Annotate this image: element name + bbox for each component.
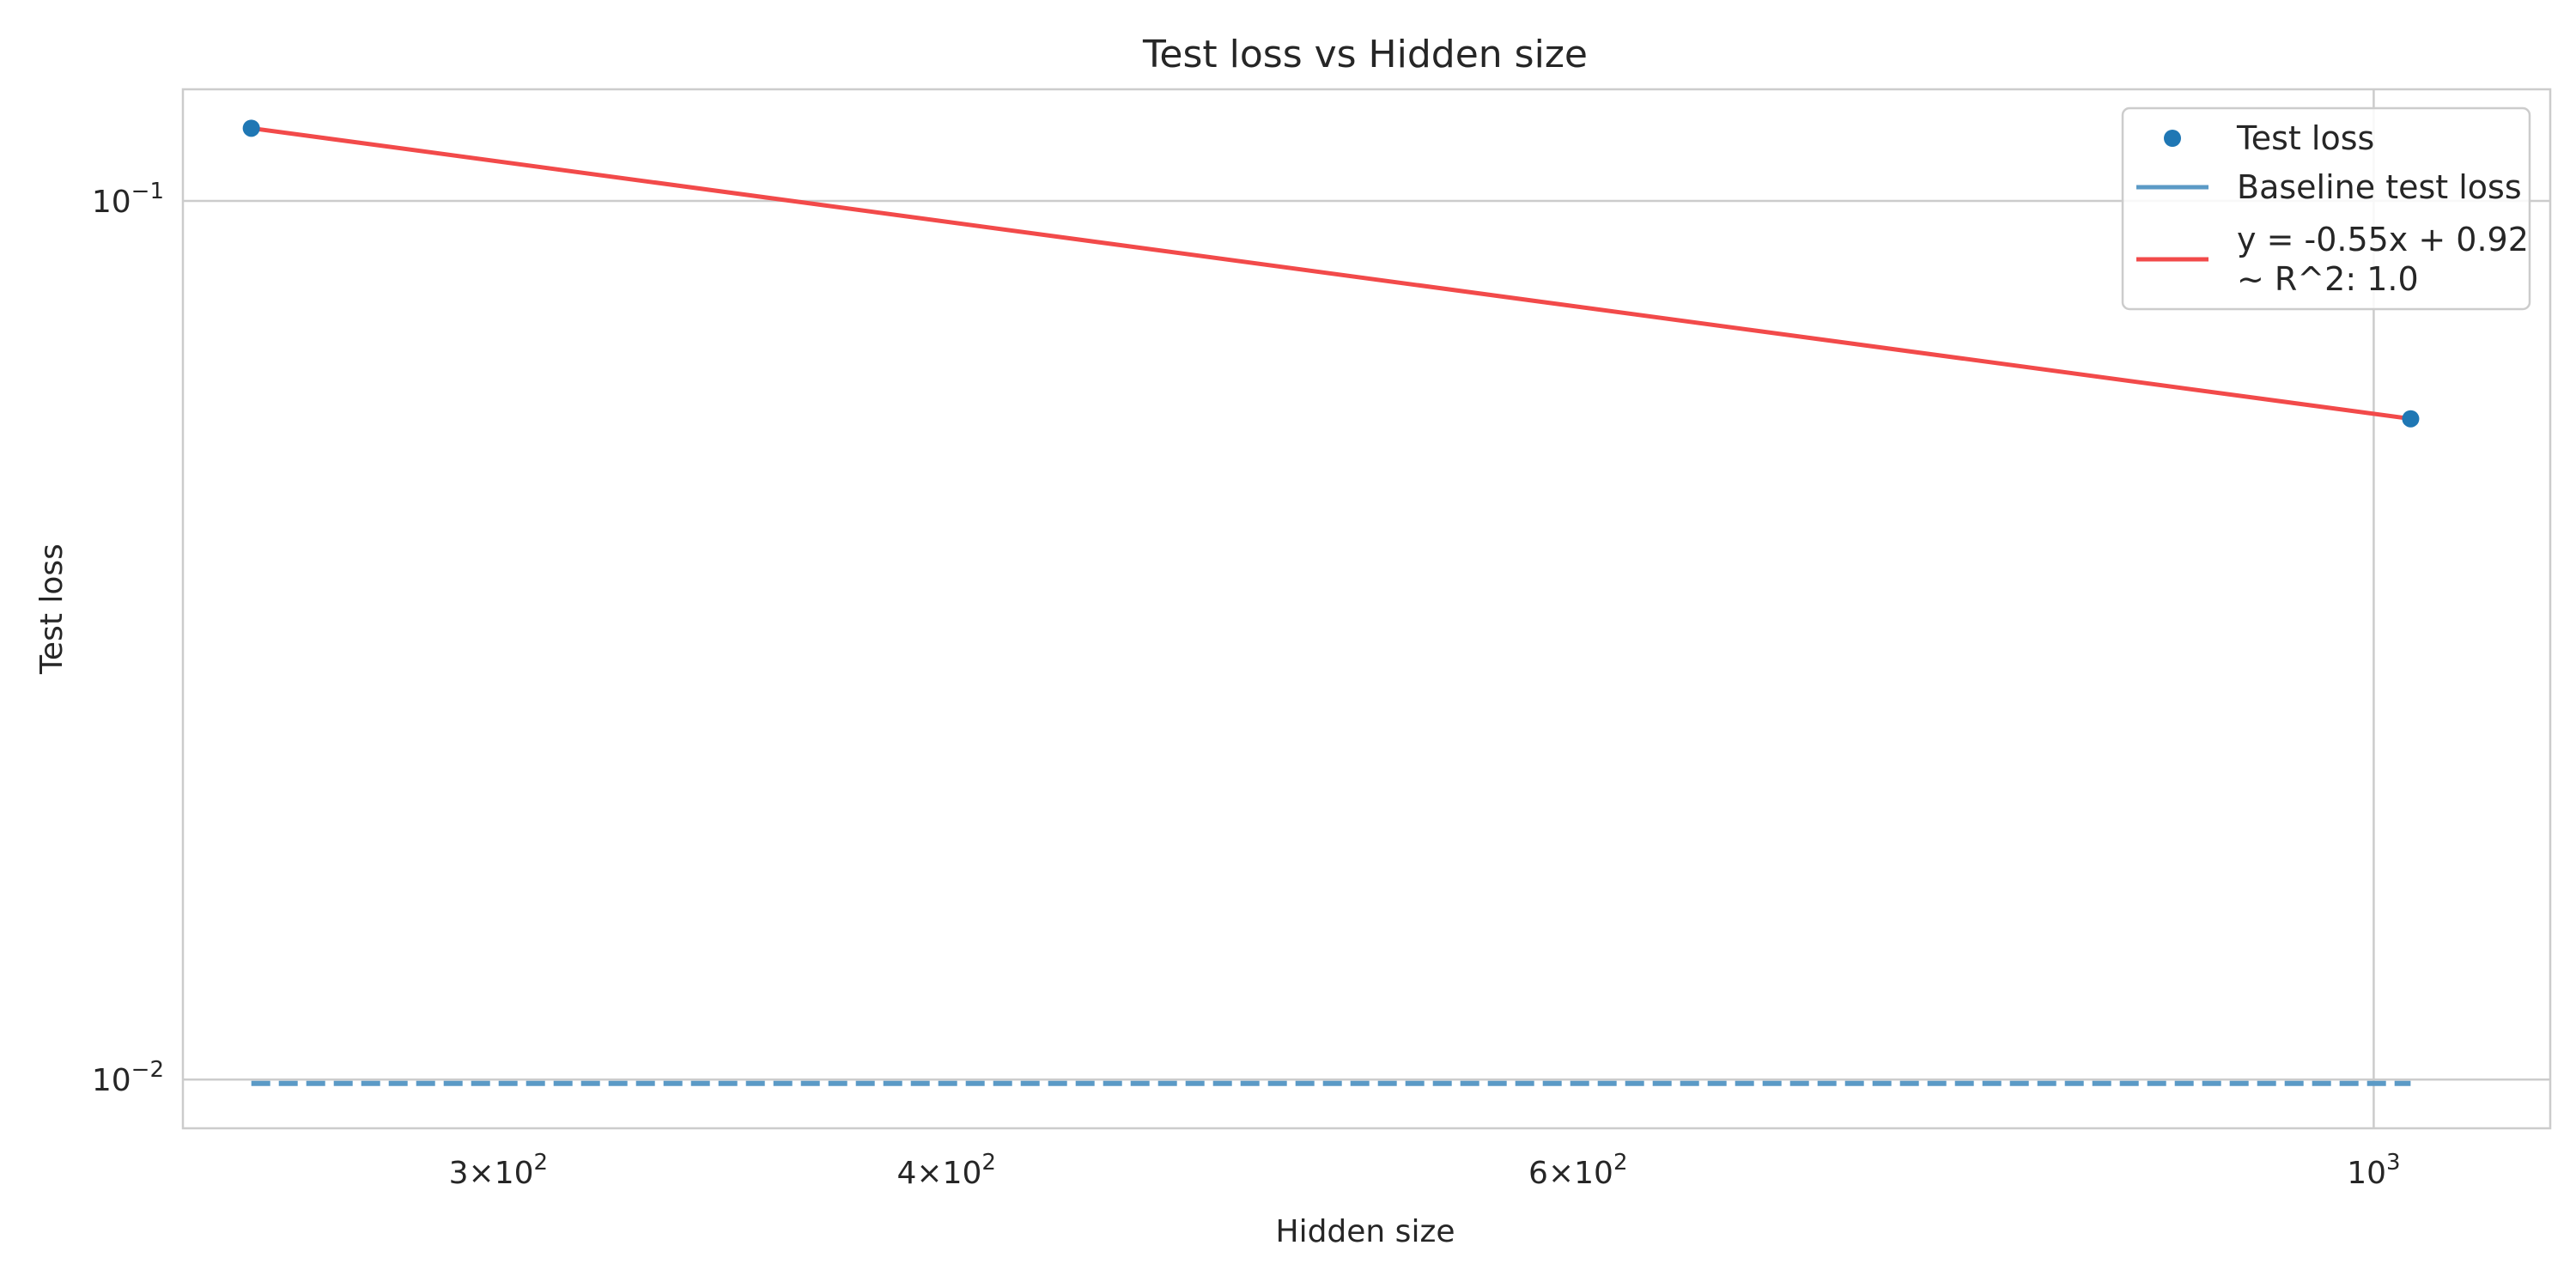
x-tick-label: 103	[2347, 1150, 2400, 1191]
series-layer	[242, 119, 2420, 1086]
data-point	[2402, 410, 2420, 428]
plot-area-frame	[181, 88, 2552, 1130]
legend-entry-test-loss: Test loss	[2164, 119, 2374, 157]
legend-label: Baseline test loss	[2237, 168, 2522, 206]
chart-title: Test loss vs Hidden size	[1142, 33, 1588, 76]
y-tick-label: 10−2	[92, 1057, 164, 1098]
legend-label: y = -0.55x + 0.92 ~ R^2: 1.0	[2237, 221, 2529, 298]
legend: Test loss Baseline test loss y = -0.55x + …	[2121, 106, 2531, 311]
y-tick-label: 10−1	[92, 179, 164, 220]
legend-label: Test loss	[2236, 119, 2374, 157]
legend-marker	[2164, 130, 2181, 147]
x-tick-label: 6×102	[1528, 1150, 1627, 1191]
tick-labels: 10−1 10−2 3×102 4×102 6×102 103	[92, 179, 2401, 1191]
legend-frame	[2121, 106, 2531, 311]
x-tick-label: 4×102	[897, 1150, 996, 1191]
legend-entry-fit: y = -0.55x + 0.92 ~ R^2: 1.0	[2136, 221, 2529, 298]
y-axis-label: Test loss	[34, 544, 70, 675]
x-axis-label: Hidden size	[1276, 1214, 1455, 1249]
fit-line	[251, 125, 2411, 422]
legend-entry-baseline: Baseline test loss	[2136, 168, 2522, 206]
x-tick-label: 3×102	[449, 1150, 548, 1191]
data-point	[242, 119, 260, 137]
